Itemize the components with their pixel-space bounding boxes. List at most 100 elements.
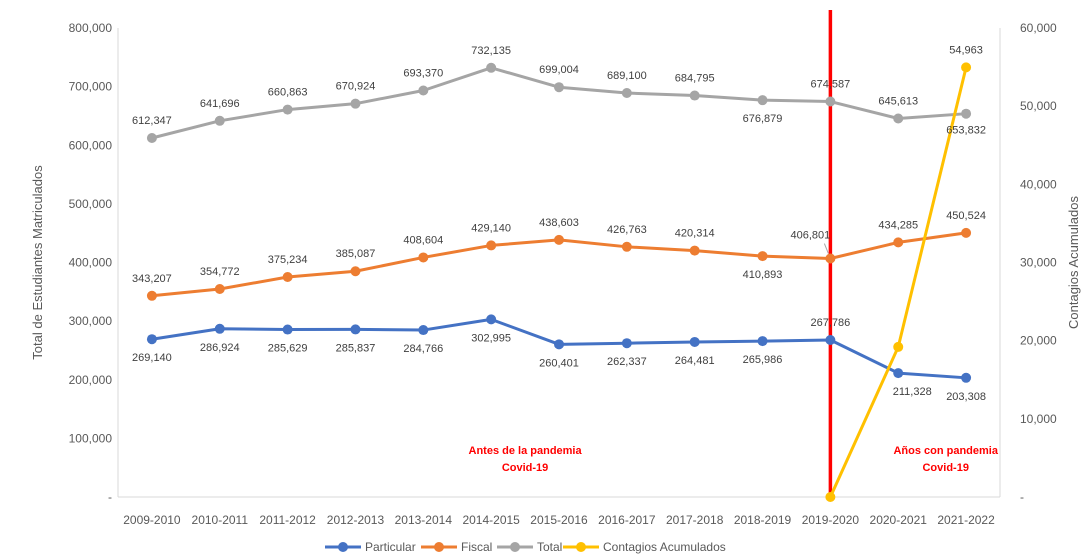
y-tick-label: 300,000 bbox=[69, 314, 113, 328]
data-point bbox=[486, 314, 497, 325]
data-label: 450,524 bbox=[946, 210, 986, 222]
legend-label: Total bbox=[537, 540, 562, 554]
data-label: 645,613 bbox=[878, 96, 918, 108]
y2-tick-label: 30,000 bbox=[1020, 256, 1057, 270]
data-point bbox=[825, 335, 836, 346]
annotation-text: Años con pandemia bbox=[893, 445, 998, 457]
data-point bbox=[757, 251, 768, 262]
data-label: 660,863 bbox=[268, 87, 308, 99]
data-label: 426,763 bbox=[607, 224, 647, 236]
annotation-text: Covid-19 bbox=[922, 462, 968, 474]
x-tick-label: 2010-2011 bbox=[192, 513, 249, 527]
data-point bbox=[825, 253, 836, 264]
data-label: 260,401 bbox=[539, 357, 579, 369]
y-tick-label: 200,000 bbox=[69, 373, 113, 387]
data-label: 211,328 bbox=[893, 386, 932, 398]
x-tick-label: 2009-2010 bbox=[123, 513, 181, 527]
data-point bbox=[621, 241, 632, 252]
data-point bbox=[214, 284, 225, 295]
legend-label: Particular bbox=[365, 540, 416, 554]
data-point bbox=[214, 115, 225, 126]
data-label: 689,100 bbox=[607, 70, 647, 82]
data-label: 406,801 bbox=[791, 230, 831, 242]
data-point bbox=[961, 372, 972, 383]
data-point bbox=[893, 341, 904, 352]
annotation-text: Antes de la pandemia bbox=[469, 445, 583, 457]
legend-marker bbox=[338, 542, 348, 552]
x-tick-label: 2017-2018 bbox=[666, 513, 724, 527]
data-label: 265,986 bbox=[743, 354, 783, 366]
y2-tick-label: 60,000 bbox=[1020, 21, 1057, 35]
legend-label: Fiscal bbox=[461, 540, 492, 554]
data-point bbox=[350, 98, 361, 109]
x-tick-label: 2016-2017 bbox=[598, 513, 656, 527]
data-point bbox=[961, 227, 972, 238]
data-label: 285,837 bbox=[336, 342, 376, 354]
y-tick-label: 400,000 bbox=[69, 256, 113, 270]
y-tick-label: - bbox=[108, 490, 112, 504]
data-label: 286,924 bbox=[200, 342, 240, 354]
x-tick-label: 2018-2019 bbox=[734, 513, 792, 527]
legend-marker bbox=[434, 542, 444, 552]
data-point bbox=[893, 237, 904, 248]
data-label: 203,308 bbox=[946, 391, 986, 403]
y-tick-label: 500,000 bbox=[69, 197, 113, 211]
data-point bbox=[961, 62, 972, 73]
x-tick-label: 2019-2020 bbox=[802, 513, 860, 527]
data-label: 302,995 bbox=[471, 332, 511, 344]
data-point bbox=[554, 234, 564, 245]
data-label: 674,587 bbox=[811, 79, 851, 91]
y2-tick-label: - bbox=[1020, 490, 1024, 504]
data-point bbox=[282, 104, 293, 115]
data-label: 429,140 bbox=[471, 222, 511, 234]
data-point bbox=[961, 108, 972, 119]
data-label: 385,087 bbox=[336, 248, 376, 260]
x-tick-label: 2020-2021 bbox=[870, 513, 928, 527]
data-point bbox=[621, 88, 632, 99]
data-point bbox=[893, 368, 904, 379]
data-label: 264,481 bbox=[675, 355, 715, 367]
data-point bbox=[757, 95, 768, 106]
legend-marker bbox=[510, 542, 520, 552]
y2-tick-label: 20,000 bbox=[1020, 334, 1057, 348]
y-tick-label: 800,000 bbox=[69, 21, 113, 35]
data-point bbox=[825, 96, 836, 107]
data-label: 684,795 bbox=[675, 73, 715, 85]
data-label: 693,370 bbox=[403, 68, 443, 80]
data-point bbox=[146, 133, 157, 144]
data-point bbox=[554, 339, 564, 350]
y-tick-label: 100,000 bbox=[69, 431, 113, 445]
data-label: 641,696 bbox=[200, 98, 240, 110]
data-point bbox=[621, 338, 632, 349]
y-tick-label: 600,000 bbox=[69, 138, 113, 152]
x-tick-label: 2011-2012 bbox=[259, 513, 316, 527]
data-label: 438,603 bbox=[539, 217, 579, 229]
data-point bbox=[146, 290, 157, 301]
data-label: 262,337 bbox=[607, 356, 647, 368]
data-point bbox=[350, 324, 361, 335]
data-point bbox=[146, 334, 157, 345]
leader-line bbox=[823, 243, 829, 254]
annotation-text: Covid-19 bbox=[502, 462, 548, 474]
y2-tick-label: 50,000 bbox=[1020, 99, 1057, 113]
y2-tick-label: 10,000 bbox=[1020, 412, 1057, 426]
data-label: 285,629 bbox=[268, 343, 308, 355]
data-point bbox=[554, 82, 564, 93]
data-label: 343,207 bbox=[132, 273, 172, 285]
x-tick-label: 2014-2015 bbox=[462, 513, 520, 527]
data-point bbox=[893, 113, 904, 124]
data-label: 54,963 bbox=[949, 44, 983, 56]
x-tick-label: 2021-2022 bbox=[937, 513, 995, 527]
data-label: 699,004 bbox=[539, 64, 579, 76]
data-label: 410,893 bbox=[743, 269, 783, 281]
data-point bbox=[214, 323, 225, 334]
data-point bbox=[689, 245, 700, 256]
data-point bbox=[350, 266, 361, 277]
data-label: 354,772 bbox=[200, 266, 240, 278]
data-point bbox=[757, 336, 768, 347]
data-point bbox=[486, 62, 497, 73]
legend-marker bbox=[576, 542, 586, 552]
x-tick-label: 2013-2014 bbox=[395, 513, 453, 527]
data-label: 434,285 bbox=[878, 219, 918, 231]
